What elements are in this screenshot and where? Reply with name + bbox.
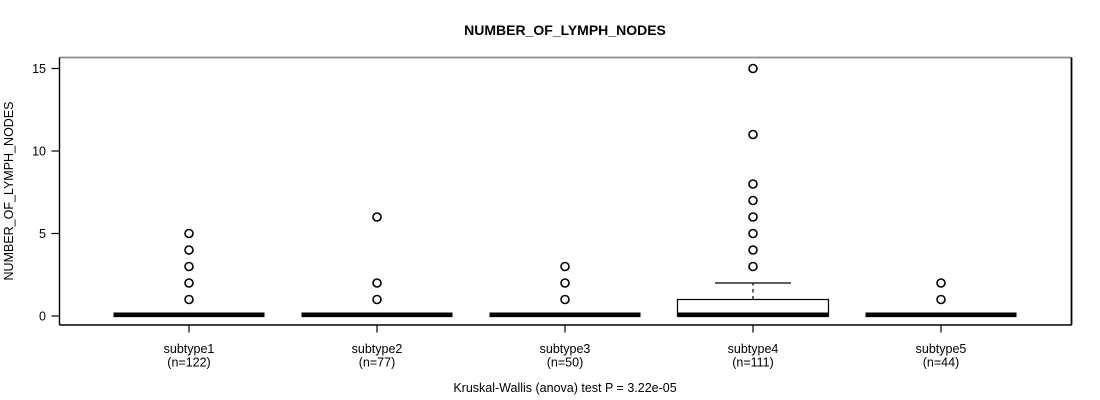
outlier-point — [748, 63, 758, 74]
chart-title: NUMBER_OF_LYMPH_NODES — [464, 22, 666, 38]
x-count-label: (n=44) — [923, 356, 959, 370]
x-category-label: subtype2 — [352, 342, 403, 356]
outlier-point — [184, 294, 194, 305]
x-category-label: subtype4 — [728, 342, 779, 356]
outlier-point — [560, 294, 570, 305]
outlier-point — [184, 261, 194, 272]
y-tick-label: 15 — [32, 62, 46, 76]
outlier-point — [184, 278, 194, 288]
outlier-point — [560, 261, 570, 272]
outlier-point — [748, 212, 758, 222]
outlier-point — [184, 245, 194, 255]
outlier-point — [748, 228, 758, 239]
x-category-label: subtype3 — [540, 342, 591, 356]
outlier-point — [372, 212, 382, 222]
outlier-point — [748, 179, 758, 189]
outlier-point — [372, 294, 382, 305]
stat-test-annotation: Kruskal-Wallis (anova) test P = 3.22e-05 — [453, 381, 676, 395]
outlier-point — [936, 294, 946, 305]
y-tick-label: 10 — [32, 144, 46, 158]
plot-frame — [58, 56, 1073, 326]
outlier-point — [748, 245, 758, 255]
plot-content: 0 5 10 15 subtype1(n=122) subtype2(n=77) subty… — [32, 62, 1017, 370]
x-category-label: subtype5 — [916, 342, 967, 356]
outlier-point — [748, 195, 758, 206]
outlier-point — [372, 278, 382, 288]
outlier-point — [560, 278, 570, 288]
outlier-point — [936, 278, 946, 288]
y-tick-label: 0 — [39, 309, 46, 323]
outlier-point — [748, 129, 758, 140]
x-category-label: subtype1 — [164, 342, 215, 356]
y-axis-title: NUMBER_OF_LYMPH_NODES — [2, 102, 16, 281]
x-count-label: (n=111) — [732, 356, 774, 370]
outlier-point — [184, 228, 194, 239]
x-count-label: (n=77) — [359, 356, 395, 370]
y-tick-label: 5 — [39, 227, 46, 241]
x-count-label: (n=50) — [547, 356, 583, 370]
x-count-label: (n=122) — [167, 356, 210, 370]
outlier-point — [748, 261, 758, 272]
